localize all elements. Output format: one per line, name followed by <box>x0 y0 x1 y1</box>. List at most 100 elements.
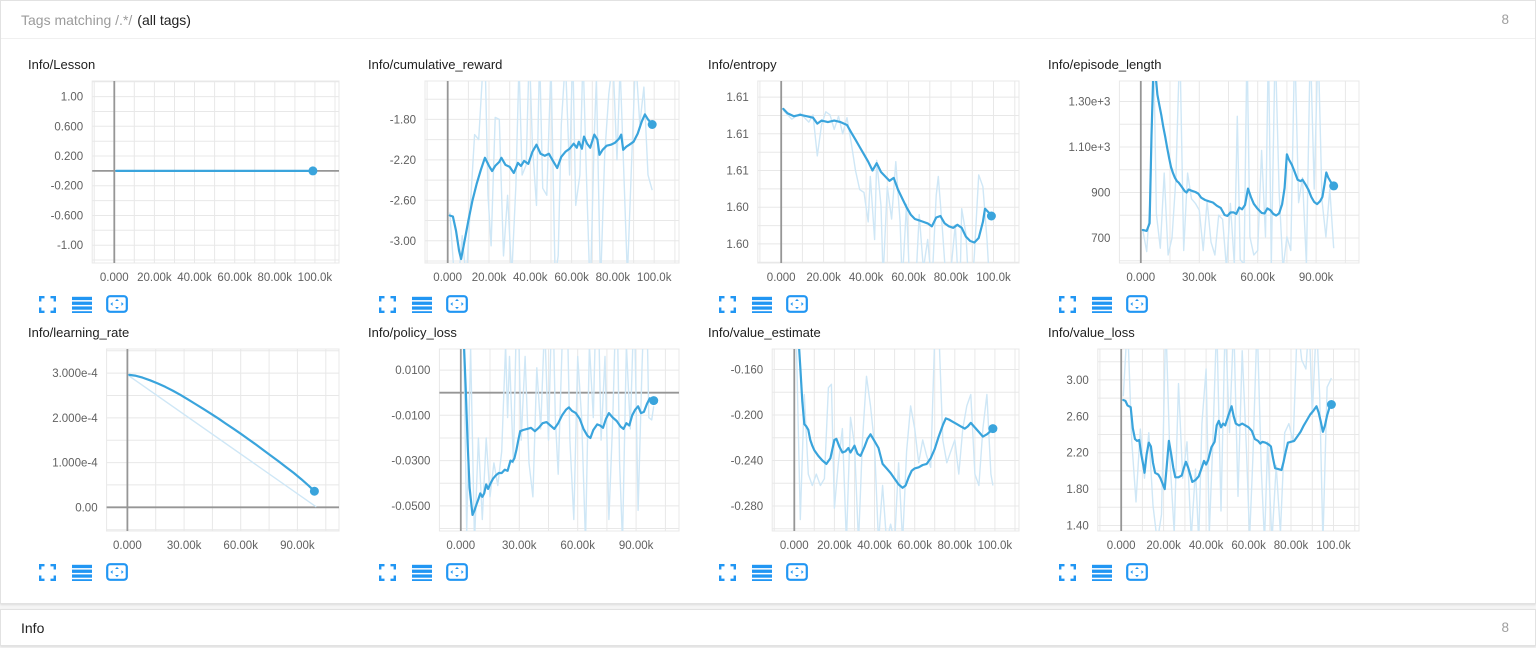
svg-text:60.00k: 60.00k <box>560 540 595 552</box>
x-axis-labels: 0.000 30.00k 60.00k 90.00k <box>113 540 315 552</box>
series-group <box>1122 349 1333 531</box>
svg-text:90.00k: 90.00k <box>280 540 315 552</box>
scalar-line-chart[interactable]: -0.160 -0.200 -0.240 -0.280 0.000 20.00k 40.00… <box>693 345 1025 559</box>
svg-text:1.60: 1.60 <box>726 239 748 251</box>
log-scale-icon <box>72 296 92 313</box>
raw-line <box>1142 81 1335 263</box>
expand-chart-button[interactable] <box>34 561 60 583</box>
x-axis-labels: 0.000 30.00k 60.00k 90.00k <box>446 540 653 552</box>
svg-text:40.00k: 40.00k <box>177 272 212 284</box>
svg-text:1.61: 1.61 <box>726 166 748 178</box>
svg-text:1.80: 1.80 <box>1066 484 1088 496</box>
svg-text:80.00k: 80.00k <box>596 272 631 284</box>
fit-domain-button[interactable] <box>784 293 810 315</box>
svg-text:20.00k: 20.00k <box>472 272 507 284</box>
svg-text:60.00k: 60.00k <box>223 540 258 552</box>
log-scale-icon <box>1092 296 1112 313</box>
series-group <box>448 81 654 263</box>
svg-text:0.000: 0.000 <box>446 540 475 552</box>
chart-card: Info/entropy 1.61 1.61 1.61 1.60 1.60 0.000 20… <box>693 49 1033 317</box>
info-section-header[interactable]: Info 8 <box>1 610 1535 645</box>
log-scale-icon <box>1092 564 1112 581</box>
info-section-label: Info <box>21 619 45 636</box>
log-scale-toggle-button[interactable] <box>409 293 435 315</box>
log-scale-toggle-button[interactable] <box>1089 293 1115 315</box>
svg-text:1.40: 1.40 <box>1066 521 1088 533</box>
smoothed-line <box>782 107 993 244</box>
tags-section-header[interactable]: Tags matching /.*/ (all tags) 8 <box>1 1 1535 39</box>
expand-chart-button[interactable] <box>1054 293 1080 315</box>
fit-domain-button[interactable] <box>1124 561 1150 583</box>
chart-toolbar <box>714 561 1033 583</box>
final-value-dot <box>309 486 319 496</box>
expand-chart-button[interactable] <box>714 293 740 315</box>
chart-card: Info/learning_rate 3.000e-4 2.000e-4 1.000… <box>13 317 353 585</box>
svg-text:30.00k: 30.00k <box>1182 272 1217 284</box>
svg-text:20.00k: 20.00k <box>137 272 172 284</box>
svg-text:0.000: 0.000 <box>113 540 142 552</box>
svg-text:0.000: 0.000 <box>433 272 462 284</box>
svg-text:-2.60: -2.60 <box>390 195 416 207</box>
fit-domain-button[interactable] <box>104 561 130 583</box>
scalar-line-chart[interactable]: 0.0100 -0.0100 -0.0300 -0.0500 0.000 30.00k 60… <box>353 345 685 559</box>
svg-text:1.60: 1.60 <box>726 202 748 214</box>
svg-text:0.000: 0.000 <box>1107 540 1136 552</box>
svg-text:0.000: 0.000 <box>1126 272 1155 284</box>
scalar-line-chart[interactable]: 1.61 1.61 1.61 1.60 1.60 0.000 20.00k 40.00k 60.… <box>693 77 1025 291</box>
smoothed-line <box>128 373 316 493</box>
final-value-dot <box>1329 181 1339 191</box>
scalar-line-chart[interactable]: 1.00 0.600 0.200 -0.200 -0.600 -1.00 0.000 20.0… <box>13 77 345 291</box>
gridlines <box>106 348 340 532</box>
chart-toolbar <box>34 293 353 315</box>
expand-chart-button[interactable] <box>374 561 400 583</box>
svg-text:-0.200: -0.200 <box>51 181 84 193</box>
log-scale-toggle-button[interactable] <box>69 561 95 583</box>
svg-text:0.000: 0.000 <box>767 272 796 284</box>
fit-domain-button[interactable] <box>444 293 470 315</box>
scalar-line-chart[interactable]: -1.80 -2.20 -2.60 -3.00 0.000 20.00k 40.00k 60.… <box>353 77 685 291</box>
fit-domain-button[interactable] <box>104 293 130 315</box>
log-scale-toggle-button[interactable] <box>409 561 435 583</box>
smoothed-line <box>448 113 654 261</box>
y-axis-labels: 3.00 2.60 2.20 1.80 1.40 <box>1066 375 1088 533</box>
x-axis-labels: 0.000 20.00k 40.00k 60.00k 80.00k 100.0k <box>1107 540 1351 552</box>
chart-title: Info/episode_length <box>1048 57 1162 72</box>
svg-text:60.00k: 60.00k <box>1231 540 1266 552</box>
svg-text:-0.160: -0.160 <box>731 365 764 377</box>
svg-text:0.00: 0.00 <box>75 502 97 514</box>
scalar-line-chart[interactable]: 1.30e+3 1.10e+3 900 700 0.000 30.00k 60.00k 90.… <box>1033 77 1365 291</box>
svg-text:-0.280: -0.280 <box>731 501 764 513</box>
log-scale-toggle-button[interactable] <box>1089 561 1115 583</box>
svg-text:40.00k: 40.00k <box>857 540 892 552</box>
x-axis-labels: 0.000 20.00k 40.00k 60.00k 80.00k 100.0k <box>100 272 333 284</box>
log-scale-icon <box>412 296 432 313</box>
all-tags-label: (all tags) <box>137 11 191 28</box>
svg-text:100.0k: 100.0k <box>978 540 1013 552</box>
chart-title: Info/Lesson <box>28 57 96 72</box>
fit-domain-icon <box>786 563 808 581</box>
fit-domain-icon <box>1126 295 1148 313</box>
log-scale-toggle-button[interactable] <box>69 293 95 315</box>
chart-title: Info/learning_rate <box>28 325 130 340</box>
scalar-line-chart[interactable]: 3.000e-4 2.000e-4 1.000e-4 0.00 0.000 30.00k 6… <box>13 345 345 559</box>
chart-card: Info/value_estimate -0.160 -0.200 -0.240 -0… <box>693 317 1033 585</box>
svg-text:30.00k: 30.00k <box>167 540 202 552</box>
fit-domain-button[interactable] <box>784 561 810 583</box>
svg-text:60.00k: 60.00k <box>891 272 926 284</box>
fit-domain-button[interactable] <box>1124 293 1150 315</box>
expand-chart-button[interactable] <box>374 293 400 315</box>
svg-text:100.0k: 100.0k <box>1316 540 1351 552</box>
scalar-line-chart[interactable]: 3.00 2.60 2.20 1.80 1.40 0.000 20.00k 40.00k 60.… <box>1033 345 1365 559</box>
chart-toolbar <box>1054 561 1373 583</box>
expand-chart-button[interactable] <box>1054 561 1080 583</box>
x-axis-labels: 0.000 20.00k 40.00k 60.00k 80.00k 100.0k <box>433 272 671 284</box>
log-scale-toggle-button[interactable] <box>749 293 775 315</box>
chart-title: Info/policy_loss <box>368 325 457 340</box>
svg-text:-0.0100: -0.0100 <box>391 410 430 422</box>
svg-text:1.61: 1.61 <box>726 92 748 104</box>
expand-chart-button[interactable] <box>714 561 740 583</box>
svg-text:0.200: 0.200 <box>54 151 83 163</box>
expand-chart-button[interactable] <box>34 293 60 315</box>
fit-domain-button[interactable] <box>444 561 470 583</box>
log-scale-toggle-button[interactable] <box>749 561 775 583</box>
